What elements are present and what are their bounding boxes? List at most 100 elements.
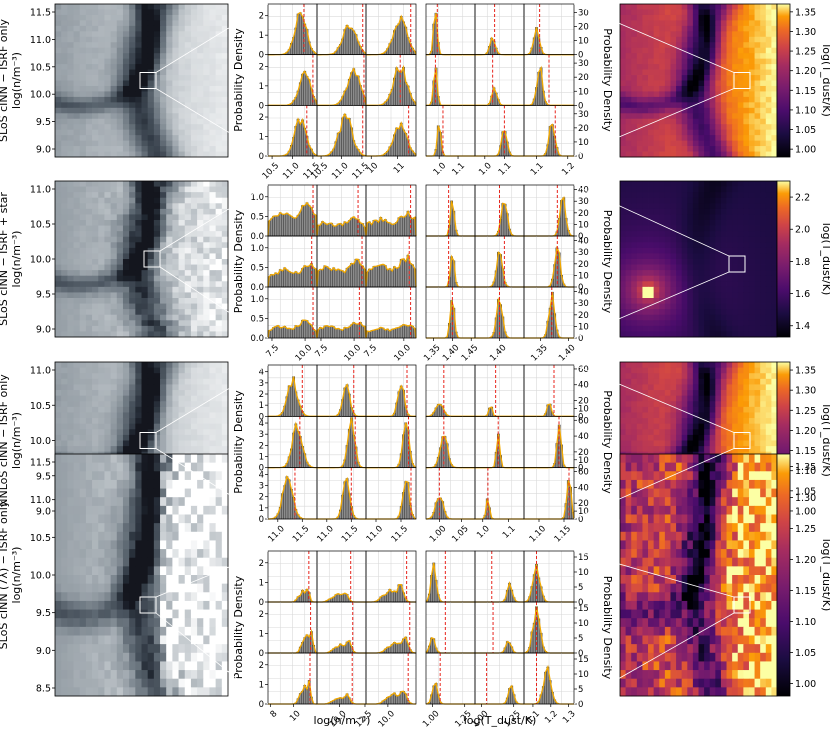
map-pixel bbox=[642, 281, 649, 288]
map-pixel bbox=[765, 418, 772, 425]
map-pixel bbox=[104, 454, 112, 464]
map-pixel bbox=[55, 9, 62, 16]
map-pixel bbox=[116, 412, 124, 419]
map-pixel bbox=[754, 225, 761, 232]
map-pixel bbox=[55, 325, 62, 332]
map-pixel bbox=[664, 331, 671, 338]
map-pixel bbox=[642, 429, 649, 436]
map-pixel bbox=[92, 9, 99, 16]
map-pixel bbox=[715, 107, 722, 114]
map-pixel bbox=[737, 395, 744, 402]
map-pixel bbox=[726, 9, 733, 16]
map-pixel bbox=[709, 298, 716, 304]
map-pixel bbox=[715, 362, 722, 369]
map-pixel bbox=[153, 20, 161, 27]
map-pixel bbox=[221, 64, 229, 70]
map-pixel bbox=[79, 412, 87, 419]
map-pixel bbox=[743, 309, 750, 316]
map-pixel bbox=[116, 395, 124, 402]
map-pixel bbox=[636, 53, 643, 60]
map-pixel bbox=[135, 64, 142, 70]
map-pixel bbox=[147, 151, 155, 158]
map-pixel bbox=[116, 434, 124, 441]
map-pixel bbox=[659, 42, 666, 49]
map-pixel bbox=[160, 488, 167, 498]
map-pixel bbox=[659, 303, 666, 310]
map-pixel bbox=[92, 113, 99, 120]
map-pixel bbox=[110, 264, 118, 271]
map-pixel bbox=[743, 434, 750, 441]
map-pixel bbox=[147, 80, 155, 87]
map-pixel bbox=[160, 505, 167, 515]
map-pixel bbox=[648, 264, 655, 271]
map-pixel bbox=[659, 75, 666, 81]
map-pixel bbox=[221, 91, 229, 98]
map-pixel bbox=[92, 31, 99, 38]
map-pixel bbox=[184, 303, 192, 310]
map-pixel bbox=[110, 406, 118, 413]
map-pixel bbox=[110, 220, 118, 226]
map-pixel bbox=[664, 242, 671, 249]
map-pixel bbox=[659, 102, 666, 109]
map-pixel bbox=[221, 325, 229, 332]
map-pixel bbox=[129, 373, 136, 380]
map-pixel bbox=[147, 446, 155, 453]
map-pixel bbox=[166, 373, 173, 380]
map-pixel bbox=[631, 253, 638, 260]
map-pixel bbox=[178, 208, 186, 215]
map-pixel bbox=[209, 140, 217, 147]
map-pixel bbox=[664, 214, 671, 221]
map-pixel bbox=[771, 208, 778, 215]
map-R-row-2 bbox=[619, 180, 778, 338]
map-pixel bbox=[720, 140, 727, 147]
map-pixel bbox=[55, 181, 62, 187]
map-pixel bbox=[85, 440, 93, 447]
map-pixel bbox=[664, 146, 671, 152]
map-pixel bbox=[116, 186, 124, 193]
map-pixel bbox=[203, 9, 210, 16]
map-pixel bbox=[110, 203, 118, 210]
map-pixel bbox=[147, 96, 155, 103]
map-pixel bbox=[166, 401, 173, 408]
map-pixel bbox=[681, 231, 688, 238]
map-pixel bbox=[98, 53, 105, 60]
map-pixel bbox=[178, 488, 186, 498]
map-pixel bbox=[681, 31, 688, 38]
map-pixel bbox=[620, 373, 627, 380]
map-pixel bbox=[715, 434, 722, 441]
map-pixel bbox=[709, 146, 716, 152]
colorbar-tick-label: 1.15 bbox=[795, 86, 816, 97]
map-pixel bbox=[625, 85, 632, 92]
map-pixel bbox=[184, 462, 192, 472]
map-pixel bbox=[129, 140, 136, 147]
map-pixel bbox=[715, 314, 722, 321]
map-pixel bbox=[704, 42, 711, 49]
map-pixel bbox=[687, 214, 694, 221]
map-pixel bbox=[160, 192, 167, 199]
map-pixel bbox=[172, 140, 179, 147]
map-pixel bbox=[197, 135, 204, 141]
map-pixel bbox=[692, 220, 699, 226]
map-pixel bbox=[743, 113, 750, 120]
map-pixel bbox=[743, 225, 750, 232]
map-pixel bbox=[676, 197, 683, 204]
map-pixel bbox=[620, 64, 627, 70]
map-pixel bbox=[190, 331, 198, 338]
map-pixel bbox=[692, 401, 699, 408]
map-pixel bbox=[648, 80, 655, 87]
map-pixel bbox=[720, 9, 727, 16]
map-pixel bbox=[625, 75, 632, 81]
map-pixel bbox=[709, 220, 716, 226]
map-pixel bbox=[732, 20, 739, 27]
map-pixel bbox=[197, 423, 204, 430]
map-pixel bbox=[141, 471, 149, 481]
map-pixel bbox=[55, 36, 62, 43]
map-pixel bbox=[771, 434, 778, 441]
map-pixel bbox=[636, 309, 643, 316]
map-pixel bbox=[92, 192, 99, 199]
map-pixel bbox=[98, 488, 105, 498]
map-pixel bbox=[676, 303, 683, 310]
map-pixel bbox=[748, 298, 755, 304]
map-pixel bbox=[85, 140, 93, 147]
map-pixel bbox=[748, 259, 755, 265]
